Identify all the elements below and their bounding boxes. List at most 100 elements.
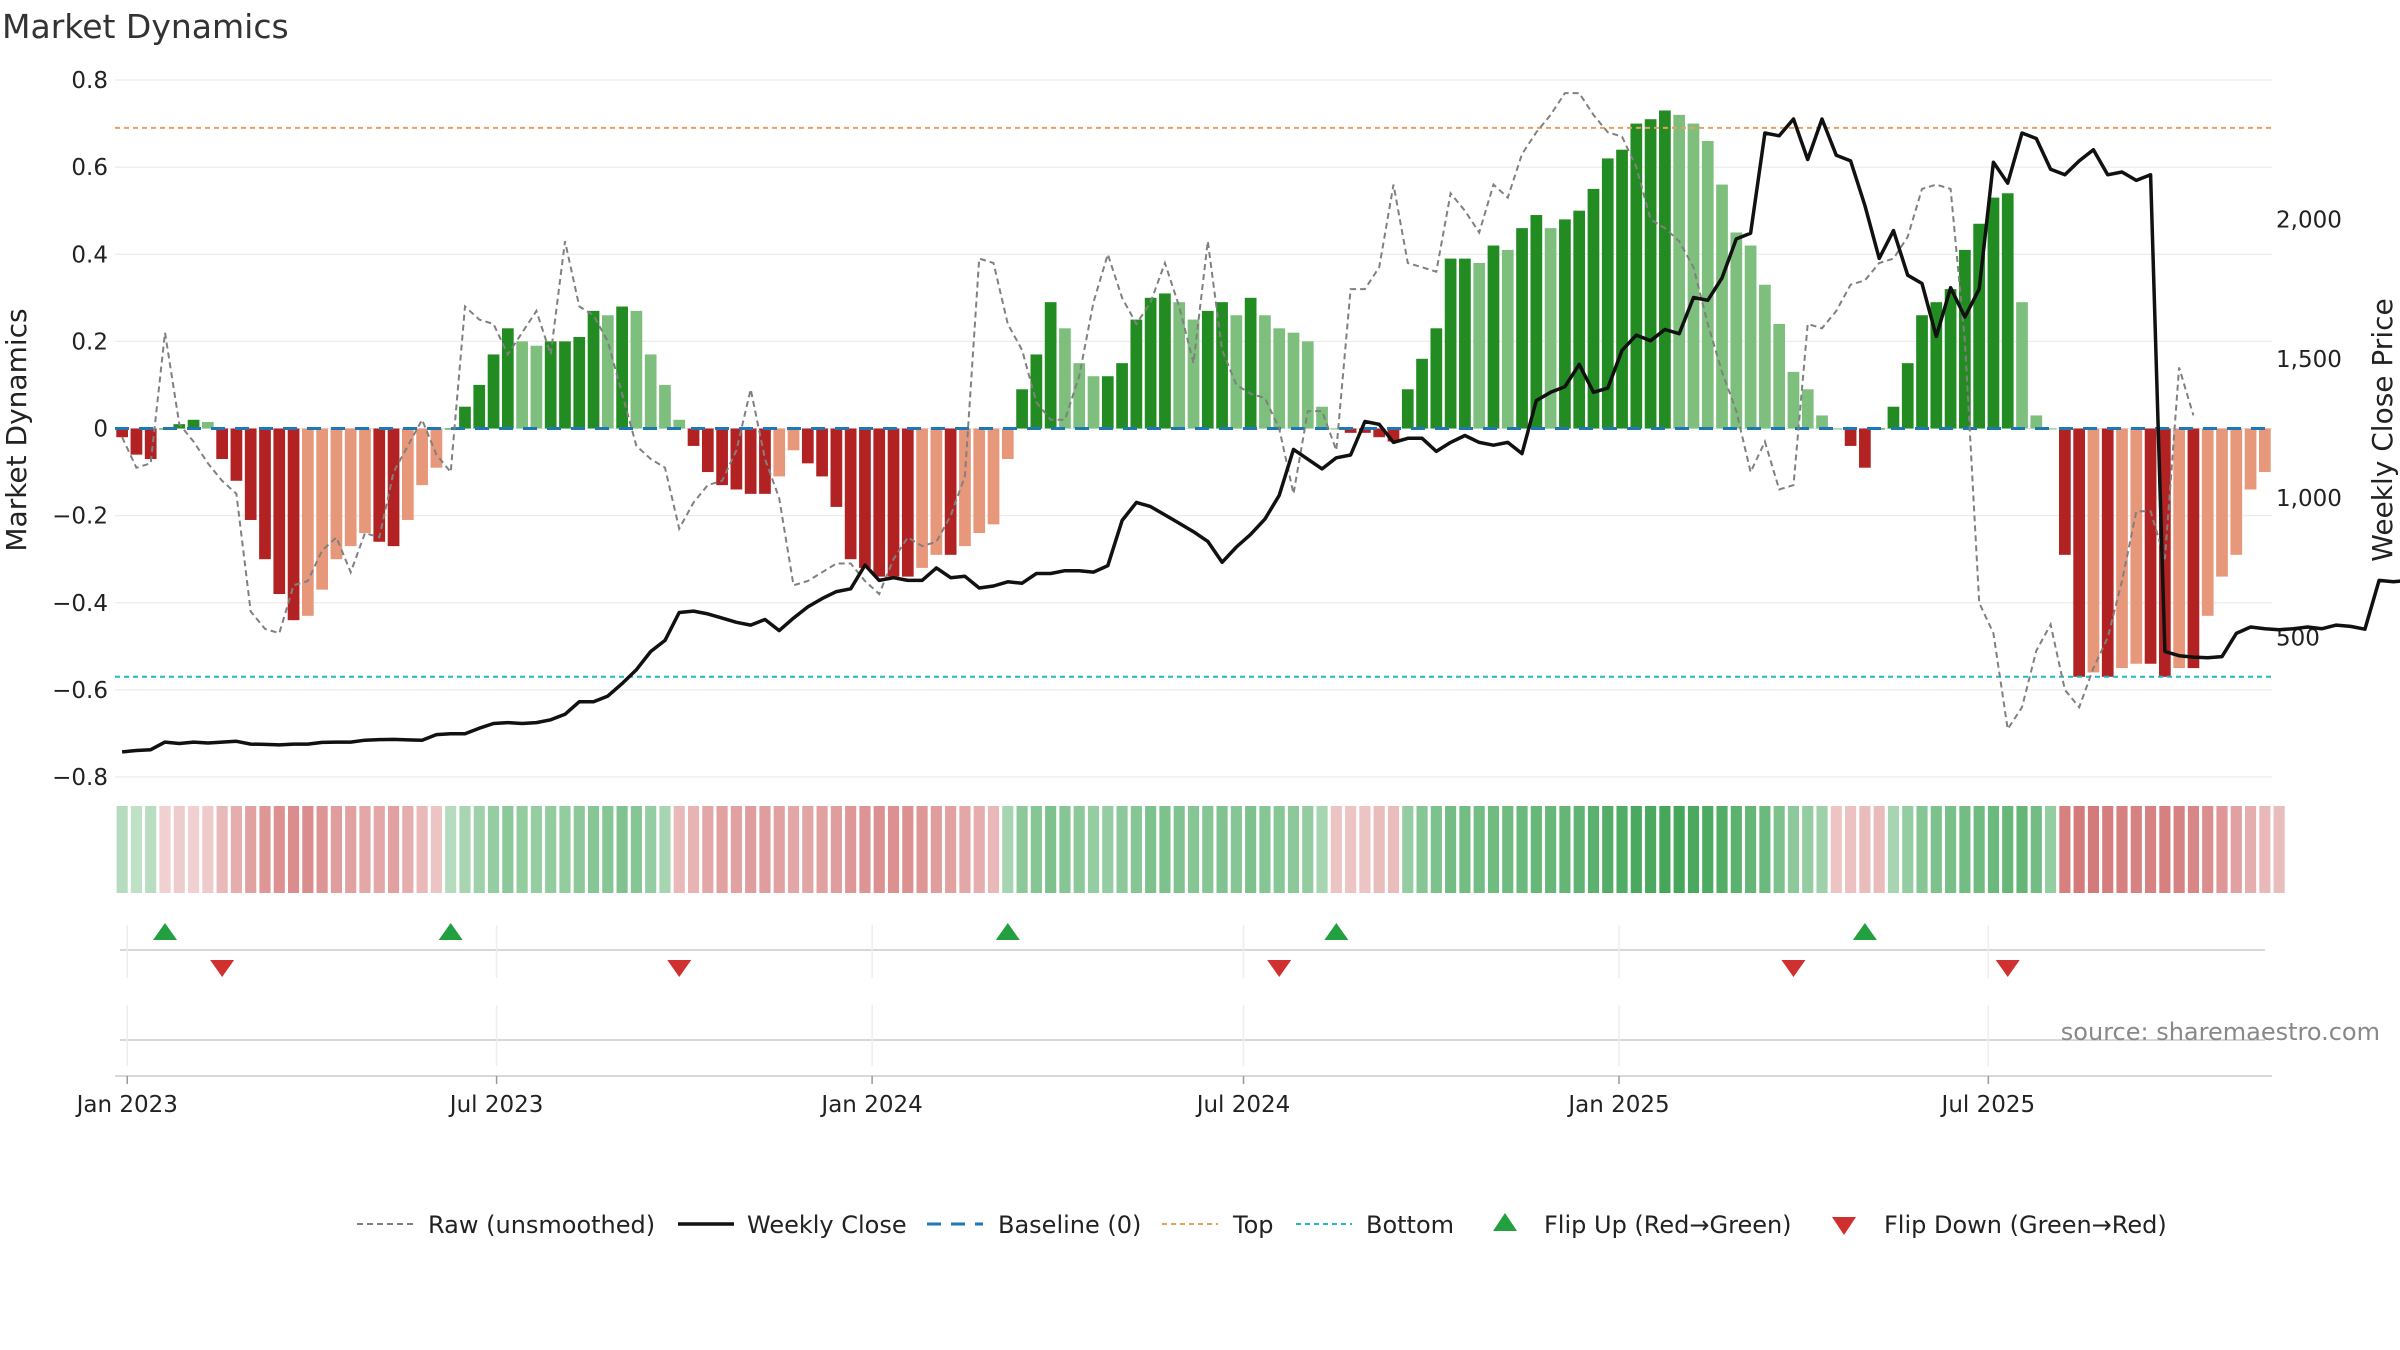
dynamics-bar bbox=[1159, 293, 1171, 429]
regime-cell bbox=[930, 806, 942, 893]
regime-cell bbox=[416, 806, 428, 893]
dynamics-bar bbox=[1987, 197, 2000, 429]
dynamics-bar bbox=[1787, 371, 1800, 429]
regime-cell bbox=[959, 806, 971, 893]
flip-down-marker bbox=[1781, 960, 1806, 977]
legend-top-label: Top bbox=[1232, 1211, 1274, 1239]
price-lines bbox=[121, 92, 2400, 754]
dynamics-bar bbox=[373, 428, 386, 542]
date-tick-label: Jul 2024 bbox=[1195, 1092, 1291, 1118]
dynamics-bar bbox=[430, 428, 443, 468]
regime-cell bbox=[159, 806, 171, 893]
regime-cell bbox=[1845, 806, 1857, 893]
left-tick-label: 0.2 bbox=[71, 329, 108, 355]
regime-cell bbox=[2273, 806, 2285, 893]
dynamics-bar bbox=[1801, 389, 1814, 429]
left-tick-label: −0.4 bbox=[52, 591, 108, 617]
dynamics-bar bbox=[173, 424, 186, 429]
dynamics-bar bbox=[1087, 376, 1100, 429]
dynamics-bar bbox=[844, 428, 857, 560]
dynamics-bar bbox=[530, 345, 543, 429]
left-tick-label: 0.6 bbox=[71, 155, 108, 181]
dynamics-bar bbox=[1344, 428, 1357, 433]
dynamics-bar bbox=[501, 328, 514, 429]
legend-flip-up-marker bbox=[1493, 1213, 1517, 1231]
regime-cell bbox=[573, 806, 585, 893]
dynamics-bar bbox=[2216, 428, 2228, 577]
dynamics-bar bbox=[1587, 188, 1600, 429]
dynamics-bar bbox=[616, 306, 628, 429]
regime-cell bbox=[1759, 806, 1771, 893]
dynamics-bar bbox=[116, 428, 128, 438]
legend-close-label: Weekly Close bbox=[747, 1211, 907, 1239]
regime-cell bbox=[2245, 806, 2257, 893]
right-tick-label: 2,000 bbox=[2276, 207, 2342, 233]
dynamics-bar bbox=[1187, 319, 1200, 429]
dynamics-bar bbox=[316, 428, 328, 590]
regime-cell bbox=[1316, 806, 1328, 893]
chart-title: Market Dynamics bbox=[2, 7, 289, 46]
dynamics-bar bbox=[1273, 328, 1286, 429]
dynamics-bar bbox=[1359, 428, 1371, 433]
regime-cell bbox=[1787, 806, 1800, 893]
regime-cell bbox=[787, 806, 800, 893]
regime-cell bbox=[1630, 806, 1642, 893]
regime-cell bbox=[530, 806, 542, 893]
dynamics-bar bbox=[544, 341, 557, 429]
dynamics-bar bbox=[287, 428, 300, 621]
regime-cell bbox=[1459, 806, 1471, 893]
dynamics-bar bbox=[1887, 406, 1900, 429]
regime-cell bbox=[1687, 806, 1700, 893]
dynamics-bar bbox=[1330, 428, 1343, 430]
regime-cell bbox=[1573, 806, 1585, 893]
regime-cell bbox=[1516, 806, 1528, 893]
date-tick-label: Jan 2024 bbox=[819, 1092, 922, 1118]
regime-cell bbox=[373, 806, 385, 893]
regime-cell bbox=[1430, 806, 1442, 893]
dynamics-bar bbox=[130, 428, 143, 455]
dynamics-bar bbox=[444, 428, 457, 430]
dynamics-bar bbox=[301, 428, 314, 616]
dynamics-bar bbox=[687, 428, 700, 446]
regime-cell bbox=[2130, 806, 2142, 893]
dynamics-bar bbox=[2201, 428, 2214, 616]
dynamics-bar bbox=[659, 384, 671, 429]
dynamics-bar bbox=[2144, 428, 2157, 664]
dynamics-bar bbox=[2016, 302, 2028, 429]
regime-cell bbox=[1916, 806, 1928, 893]
left-axis-ticks: 0.8 0.6 0.4 0.2 0 −0.2 −0.4 −0.6 −0.8 bbox=[52, 68, 108, 791]
left-tick-label: −0.6 bbox=[52, 678, 108, 704]
dynamics-bar bbox=[1001, 428, 1014, 459]
regime-cell bbox=[1873, 806, 1885, 893]
regime-cell bbox=[2059, 806, 2071, 893]
dynamics-bar bbox=[201, 421, 214, 429]
dynamics-bar bbox=[1859, 428, 1871, 468]
left-tick-label: 0.8 bbox=[71, 68, 108, 94]
regime-cell bbox=[845, 806, 857, 893]
dynamics-bar bbox=[1030, 354, 1043, 429]
dynamics-bar bbox=[1973, 223, 1986, 429]
dynamics-bar bbox=[959, 428, 971, 547]
regime-cell bbox=[1287, 806, 1300, 893]
regime-cell bbox=[2202, 806, 2214, 893]
regime-cell bbox=[245, 806, 257, 893]
dynamics-bar bbox=[1530, 215, 1543, 429]
dynamics-bar bbox=[1816, 415, 1828, 429]
regime-cell bbox=[2030, 806, 2042, 893]
dynamics-bar bbox=[859, 428, 871, 568]
regime-cell bbox=[1216, 806, 1228, 893]
regime-cell bbox=[745, 806, 757, 893]
regime-cell bbox=[759, 806, 771, 893]
dynamics-bar bbox=[873, 428, 886, 577]
regime-cell bbox=[402, 806, 414, 893]
flip-up-marker bbox=[1852, 923, 1877, 940]
regime-cell bbox=[187, 806, 200, 893]
regime-cell bbox=[2216, 806, 2228, 893]
regime-cell bbox=[173, 806, 185, 893]
dynamics-bar bbox=[330, 428, 343, 560]
dynamics-bar bbox=[2159, 428, 2171, 677]
regime-cell bbox=[2016, 806, 2028, 893]
regime-cell bbox=[602, 806, 614, 893]
dynamics-bar bbox=[244, 428, 257, 520]
